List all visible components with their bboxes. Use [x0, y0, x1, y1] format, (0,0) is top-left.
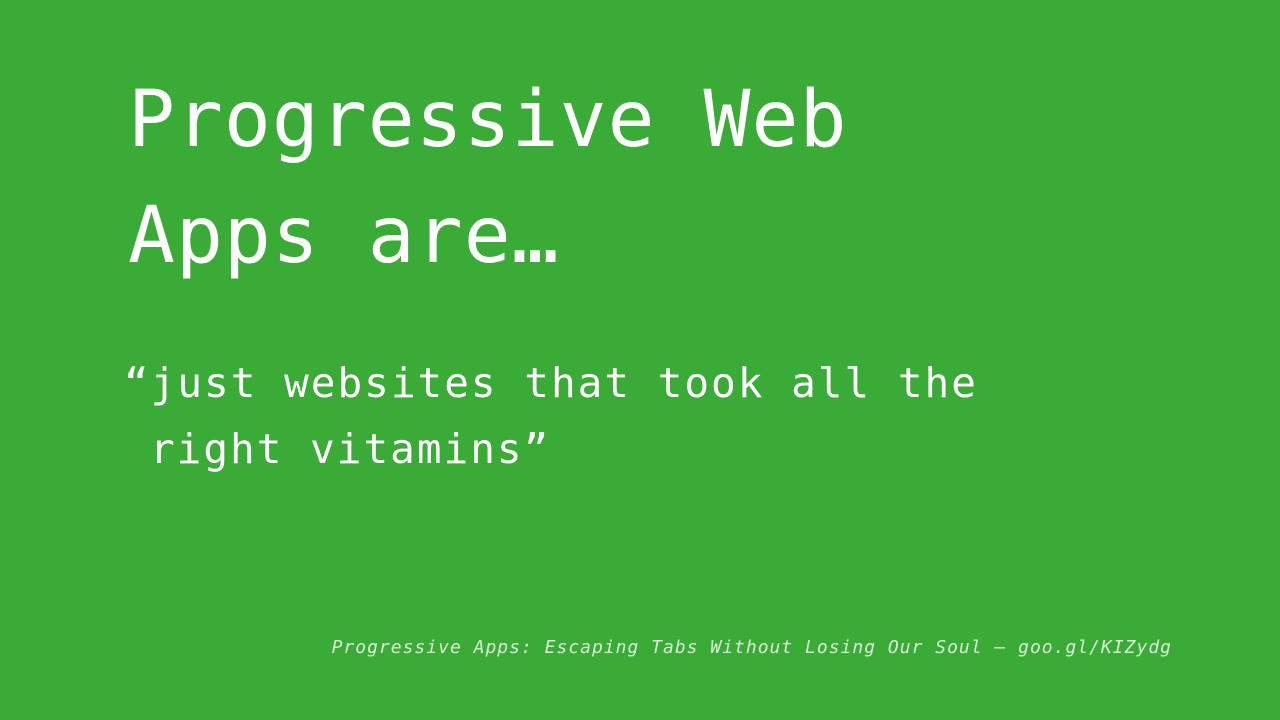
- slide-quote-line-1: “just websites that took all the: [124, 359, 978, 407]
- slide-citation: Progressive Apps: Escaping Tabs Without …: [331, 637, 1172, 658]
- slide-title: Progressive Web Apps are…: [128, 62, 1128, 294]
- slide-title-line-1: Progressive Web: [128, 75, 848, 165]
- slide-title-line-2: Apps are…: [128, 191, 560, 281]
- slide-quote-line-2: right vitamins”: [150, 425, 551, 473]
- slide-quote: “just websites that took all the right v…: [124, 350, 1224, 482]
